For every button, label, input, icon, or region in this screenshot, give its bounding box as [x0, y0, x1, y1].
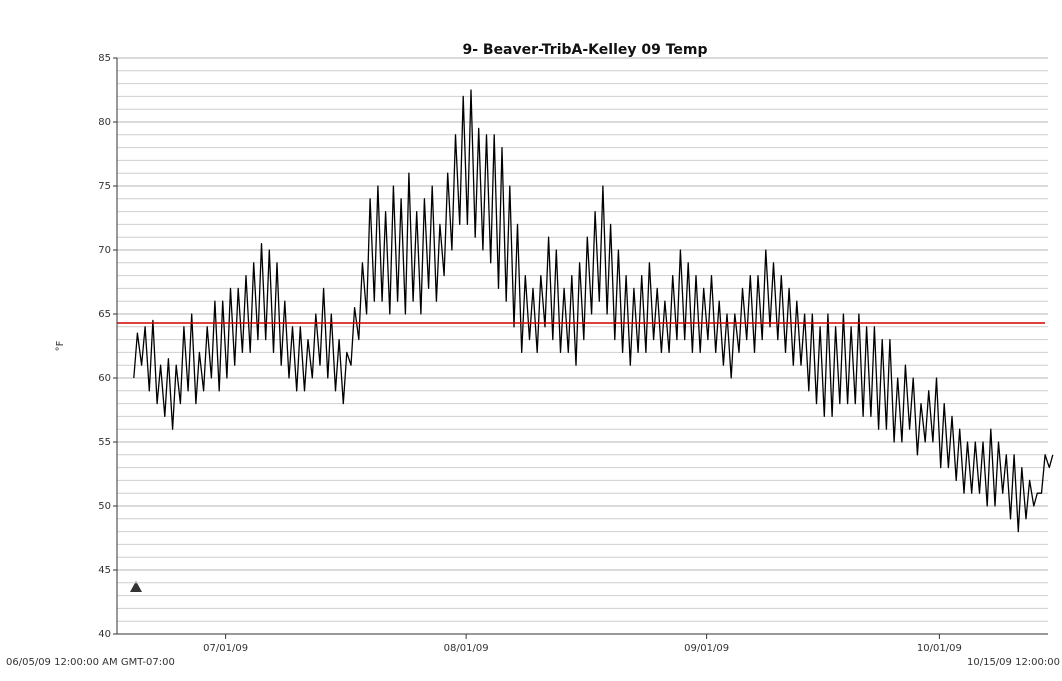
y-tick-label: 55	[98, 437, 111, 448]
y-tick-label: 70	[98, 245, 111, 256]
y-tick-label: 40	[98, 629, 111, 640]
y-tick-label: 80	[98, 117, 111, 128]
x-start-label: 06/05/09 12:00:00 AM GMT-07:00	[6, 657, 175, 668]
marker-icon	[130, 581, 142, 592]
y-tick-label: 60	[98, 373, 111, 384]
y-tick-label: 50	[98, 501, 111, 512]
x-tick-label: 08/01/09	[444, 643, 489, 654]
x-tick-label: 07/01/09	[203, 643, 248, 654]
x-tick-label: 10/01/09	[917, 643, 962, 654]
x-tick-label: 09/01/09	[684, 643, 729, 654]
y-tick-label: 65	[98, 309, 111, 320]
y-tick-label: 75	[98, 181, 111, 192]
y-axis-label: °F	[55, 340, 66, 351]
y-tick-label: 85	[98, 53, 111, 64]
chart-title: 9- Beaver-TribA-Kelley 09 Temp	[462, 42, 707, 58]
x-end-label: 10/15/09 12:00:00	[967, 657, 1060, 668]
y-tick-label: 45	[98, 565, 111, 576]
temperature-line	[133, 89, 1054, 533]
